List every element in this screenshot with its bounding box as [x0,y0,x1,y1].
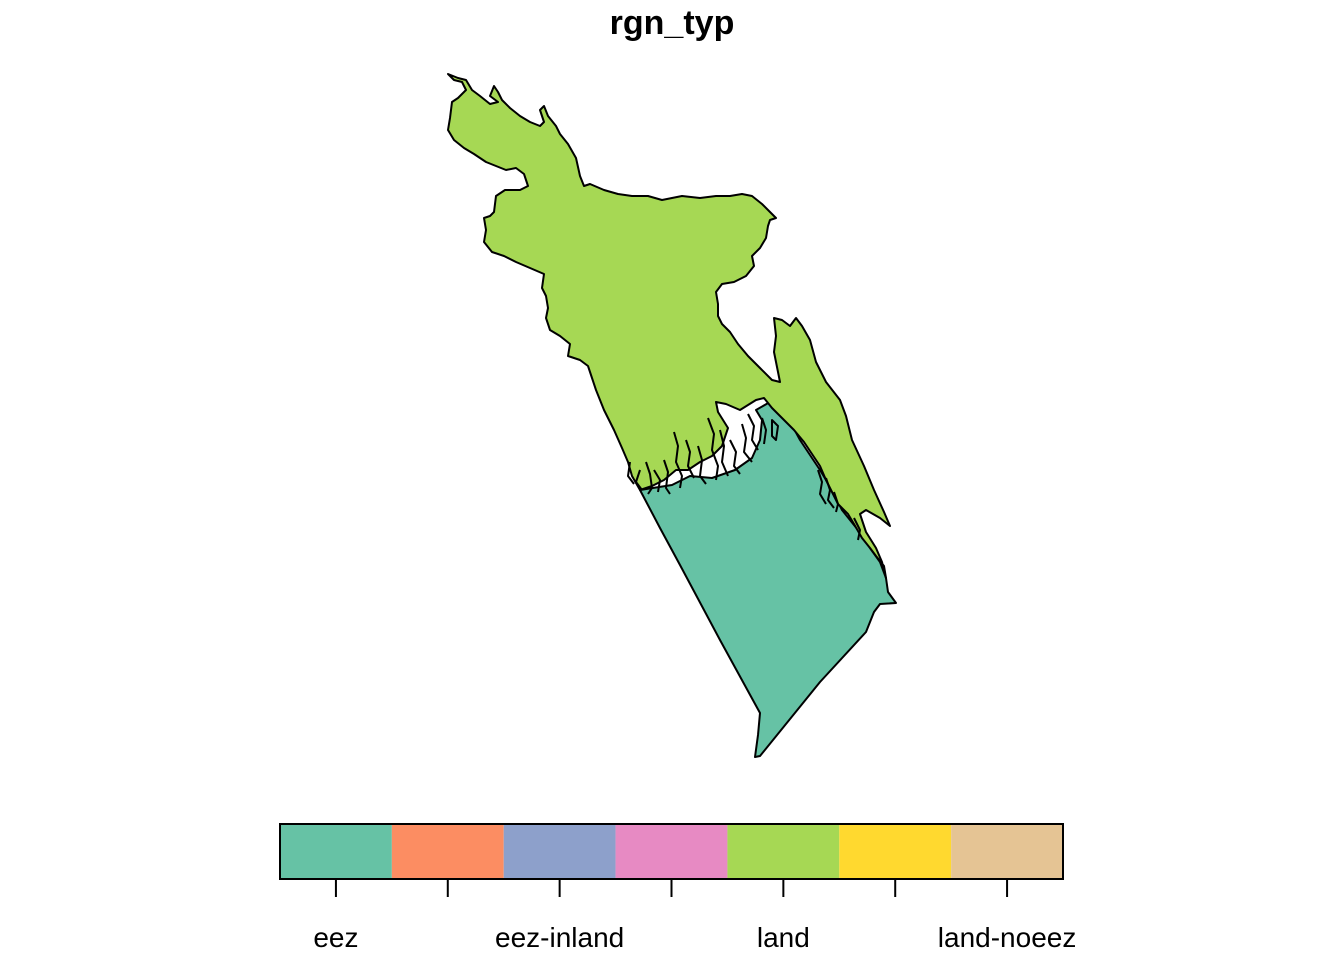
legend-swatch-unlabeled-1 [391,824,504,879]
land-region [447,73,891,579]
legend-label: eez [313,922,358,953]
delta-islands [627,413,779,495]
map-title: rgn_typ [609,4,735,42]
legend-ticks [334,879,1009,897]
legend-swatch-unlabeled-3 [615,824,728,879]
legend-label: eez-inland [495,922,624,953]
legend-swatch-eez [280,824,392,879]
east-coast-islands [817,469,861,541]
legend-swatch-unlabeled-5 [839,824,952,879]
legend-swatch-land [727,824,840,879]
legend-label: land [757,922,810,953]
legend-swatch-eez-inland [503,824,616,879]
legend-labels: eez eez-inland land land-noeez [313,922,1076,953]
legend-label: land-noeez [938,922,1077,953]
legend-swatch-land-noeez [951,824,1063,879]
legend-color-bar [279,823,1064,880]
